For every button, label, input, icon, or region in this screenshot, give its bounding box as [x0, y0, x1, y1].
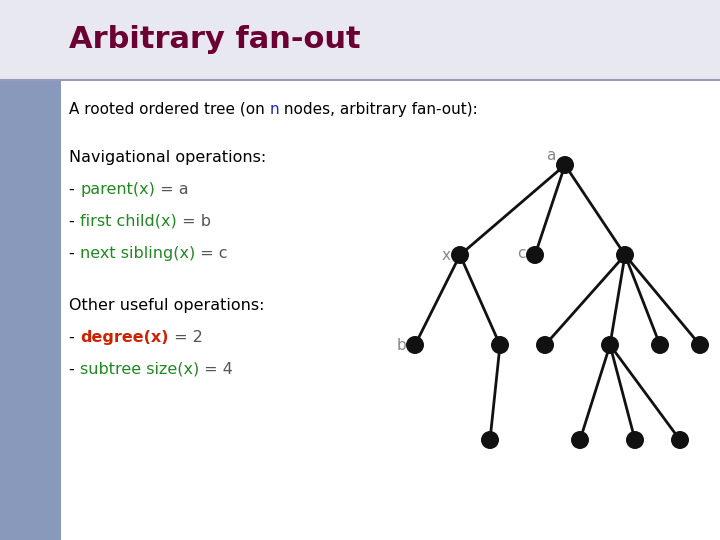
Text: n: n [270, 102, 279, 117]
Text: -: - [69, 214, 80, 229]
Text: degree(x): degree(x) [80, 330, 168, 345]
Text: = c: = c [195, 246, 228, 261]
Text: -: - [69, 362, 80, 377]
Text: = 4: = 4 [199, 362, 233, 377]
Ellipse shape [601, 336, 619, 354]
Text: a: a [546, 147, 556, 163]
Text: = a: = a [155, 182, 189, 197]
Text: nodes, arbitrary fan-out):: nodes, arbitrary fan-out): [279, 102, 478, 117]
Bar [0, 0, 720, 80]
Ellipse shape [491, 336, 509, 354]
Ellipse shape [616, 246, 634, 264]
Text: Other useful operations:: Other useful operations: [69, 298, 265, 313]
Text: -: - [69, 246, 80, 261]
Ellipse shape [556, 156, 574, 174]
Ellipse shape [481, 431, 499, 449]
Text: x: x [441, 247, 451, 262]
Text: Navigational operations:: Navigational operations: [69, 150, 266, 165]
Text: parent(x): parent(x) [80, 182, 155, 197]
Ellipse shape [406, 336, 424, 354]
Ellipse shape [691, 336, 709, 354]
Text: first child(x): first child(x) [80, 214, 177, 229]
Text: -: - [69, 330, 80, 345]
Text: A rooted ordered tree (on: A rooted ordered tree (on [69, 102, 270, 117]
Bar [0, 0, 61, 540]
Text: subtree size(x): subtree size(x) [80, 362, 199, 377]
Text: -: - [69, 182, 80, 197]
Text: = 2: = 2 [168, 330, 202, 345]
Ellipse shape [451, 246, 469, 264]
Text: next sibling(x): next sibling(x) [80, 246, 195, 261]
Ellipse shape [651, 336, 669, 354]
Ellipse shape [526, 246, 544, 264]
Ellipse shape [671, 431, 689, 449]
Text: b: b [396, 338, 406, 353]
Text: = b: = b [177, 214, 211, 229]
Ellipse shape [626, 431, 644, 449]
Text: Arbitrary fan-out: Arbitrary fan-out [69, 25, 361, 55]
Ellipse shape [571, 431, 589, 449]
Text: c: c [517, 246, 526, 260]
Ellipse shape [536, 336, 554, 354]
